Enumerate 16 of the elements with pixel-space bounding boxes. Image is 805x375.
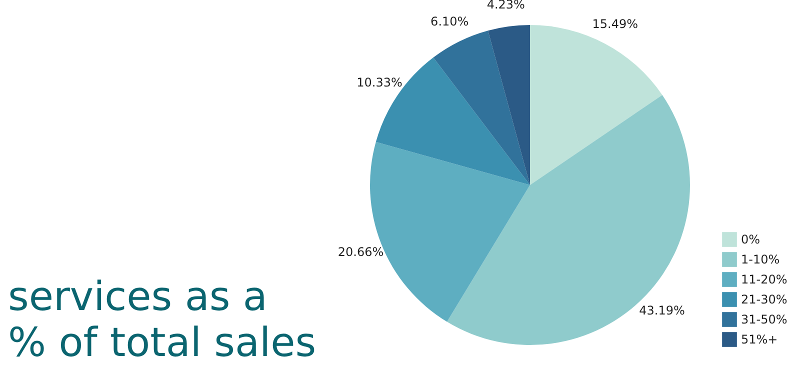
data-label: 4.23% [486,0,525,12]
data-label: 20.66% [338,244,384,259]
legend-label: 0% [741,232,760,246]
legend-label: 21-30% [741,292,788,306]
data-label: 15.49% [592,17,638,32]
data-label: 10.33% [356,76,402,90]
legend-label: 31-50% [741,312,788,326]
legend-label: 11-20% [741,272,788,286]
data-label: 6.10% [430,14,469,29]
pie-slice [488,25,530,185]
pie-slice [433,30,530,185]
legend-label: 1-10% [741,252,780,266]
legend-label: 51%+ [741,332,778,346]
text: services as a % of total sales [8,274,316,366]
pie-slice [447,94,690,345]
data-label: 43.19% [639,303,685,318]
